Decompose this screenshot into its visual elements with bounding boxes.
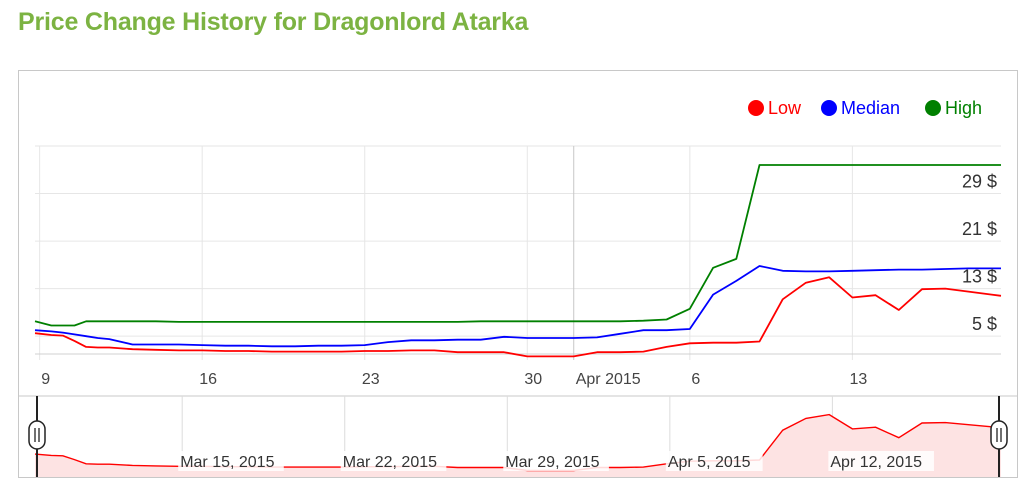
overview-label-bg xyxy=(178,451,284,471)
legend-label: High xyxy=(945,98,982,118)
y-tick-label: 29 $ xyxy=(962,172,997,192)
y-tick-label: 13 $ xyxy=(962,267,997,287)
legend-item-median: Median xyxy=(821,98,900,118)
legend-label: Low xyxy=(768,98,802,118)
handle-grip xyxy=(990,420,1008,450)
page-title: Price Change History for Dragonlord Atar… xyxy=(18,8,529,36)
legend-item-high: High xyxy=(925,98,982,118)
overview-label-bg xyxy=(503,451,609,471)
series-lines xyxy=(34,164,1002,358)
x-tick-label: 16 xyxy=(199,371,217,388)
range-overview[interactable]: Mar 15, 2015 Mar 22, 2015 Mar 29, 2015 Apr … xyxy=(19,395,1017,477)
series-line-low xyxy=(34,276,1002,358)
overview-date-label: Mar 29, 2015 xyxy=(505,454,599,471)
chart-frame: 5 $ 13 $ 21 $ 29 $ 9 16 23 30 Apr 2015 6 13 Low Me… xyxy=(18,70,1018,478)
y-tick-label: 21 $ xyxy=(962,219,997,239)
overview-date-label: Apr 5, 2015 xyxy=(668,454,751,471)
x-tick-label: 13 xyxy=(849,371,867,388)
legend: Low Median High xyxy=(748,98,982,118)
x-tick-label: 23 xyxy=(362,371,380,388)
overview-label-bg xyxy=(340,451,447,471)
overview-date-label: Mar 22, 2015 xyxy=(343,454,437,471)
x-axis-ticks: 9 16 23 30 Apr 2015 6 13 xyxy=(41,371,867,388)
range-handle-left[interactable] xyxy=(28,396,46,477)
series-line-high xyxy=(34,164,1001,327)
overview-date-label: Apr 12, 2015 xyxy=(830,454,922,471)
legend-dot xyxy=(925,100,941,116)
legend-label: Median xyxy=(841,98,900,118)
overview-line xyxy=(34,413,1002,472)
x-tick-label: 30 xyxy=(524,371,542,388)
legend-item-low: Low xyxy=(748,98,802,118)
overview-date-label: Mar 15, 2015 xyxy=(180,454,274,471)
legend-dot xyxy=(748,100,764,116)
legend-dot xyxy=(821,100,837,116)
x-tick-label: Apr 2015 xyxy=(576,371,641,388)
series-line-median xyxy=(34,265,1001,348)
price-history-chart: 5 $ 13 $ 21 $ 29 $ 9 16 23 30 Apr 2015 6 13 Low Me… xyxy=(19,98,1017,477)
handle-grip xyxy=(28,420,46,450)
y-axis-ticks: 5 $ 13 $ 21 $ 29 $ xyxy=(962,172,997,335)
overview-label-bg xyxy=(665,451,763,471)
range-handle-right[interactable] xyxy=(990,396,1008,477)
x-tick-label: 6 xyxy=(691,371,700,388)
x-tick-label: 9 xyxy=(41,371,50,388)
grid-lines xyxy=(35,145,1001,360)
overview-label-bg xyxy=(828,451,934,471)
y-tick-label: 5 $ xyxy=(972,314,997,334)
